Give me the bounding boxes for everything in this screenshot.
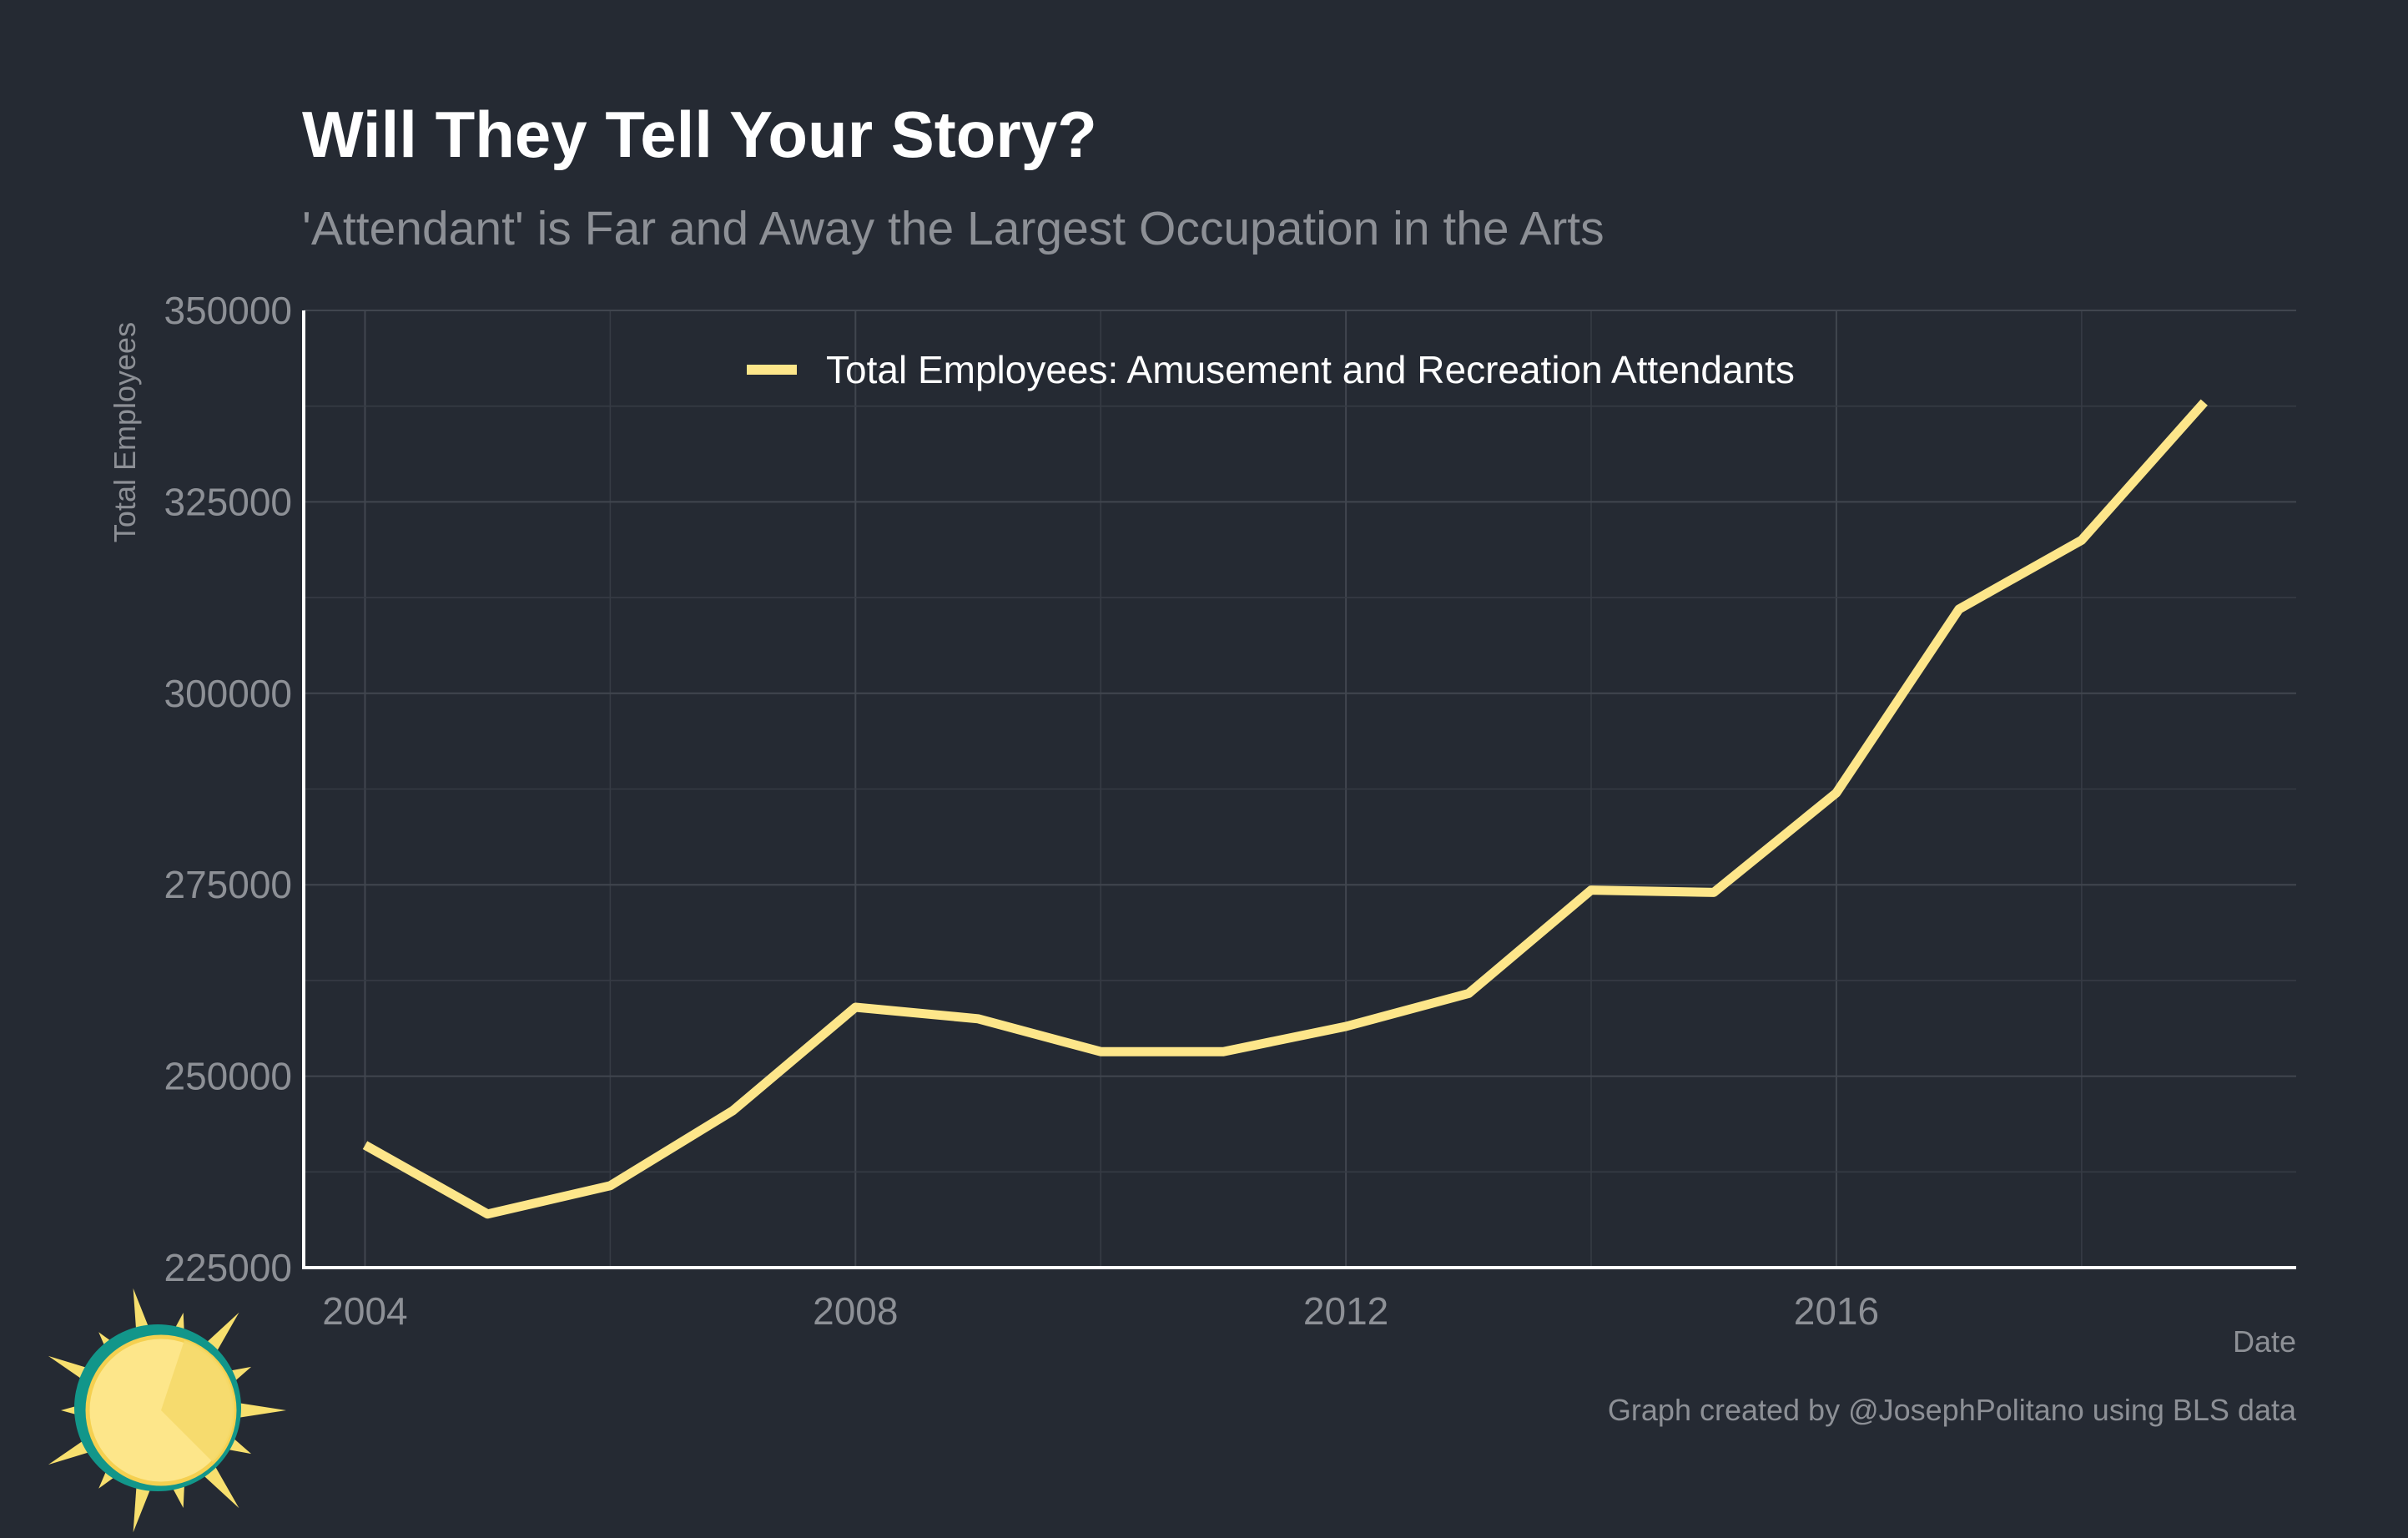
x-tick-label: 2008 bbox=[813, 1289, 898, 1333]
y-tick-label: 275000 bbox=[164, 863, 293, 906]
x-tick-label: 2016 bbox=[1794, 1289, 1879, 1333]
chart-subtitle: 'Attendant' is Far and Away the Largest … bbox=[302, 202, 1604, 255]
y-tick-label: 250000 bbox=[164, 1055, 293, 1098]
x-tick-label: 2004 bbox=[322, 1289, 407, 1333]
y-tick-label: 300000 bbox=[164, 672, 293, 715]
legend-label: Total Employees: Amusement and Recreatio… bbox=[826, 348, 1795, 391]
y-tick-label: 350000 bbox=[164, 289, 293, 332]
x-axis-title: Date bbox=[2233, 1324, 2296, 1359]
grid bbox=[304, 310, 2296, 1268]
x-tick-label: 2012 bbox=[1303, 1289, 1388, 1333]
source-caption: Graph created by @JosephPolitano using B… bbox=[1608, 1393, 2297, 1427]
y-axis-title: Total Employees bbox=[108, 322, 142, 542]
y-tick-label: 325000 bbox=[164, 480, 293, 523]
y-tick-label: 225000 bbox=[164, 1246, 293, 1289]
series-line bbox=[362, 399, 2208, 1219]
chart-title: Will They Tell Your Story? bbox=[302, 98, 1097, 171]
legend: Total Employees: Amusement and Recreatio… bbox=[747, 348, 1795, 391]
series-lines bbox=[362, 399, 2208, 1219]
axis-ticks: 225000 250000 275000 300000 325000 350000 2004… bbox=[164, 289, 1880, 1333]
sun-logo-icon bbox=[48, 1288, 286, 1533]
sun-ray bbox=[229, 1401, 286, 1419]
